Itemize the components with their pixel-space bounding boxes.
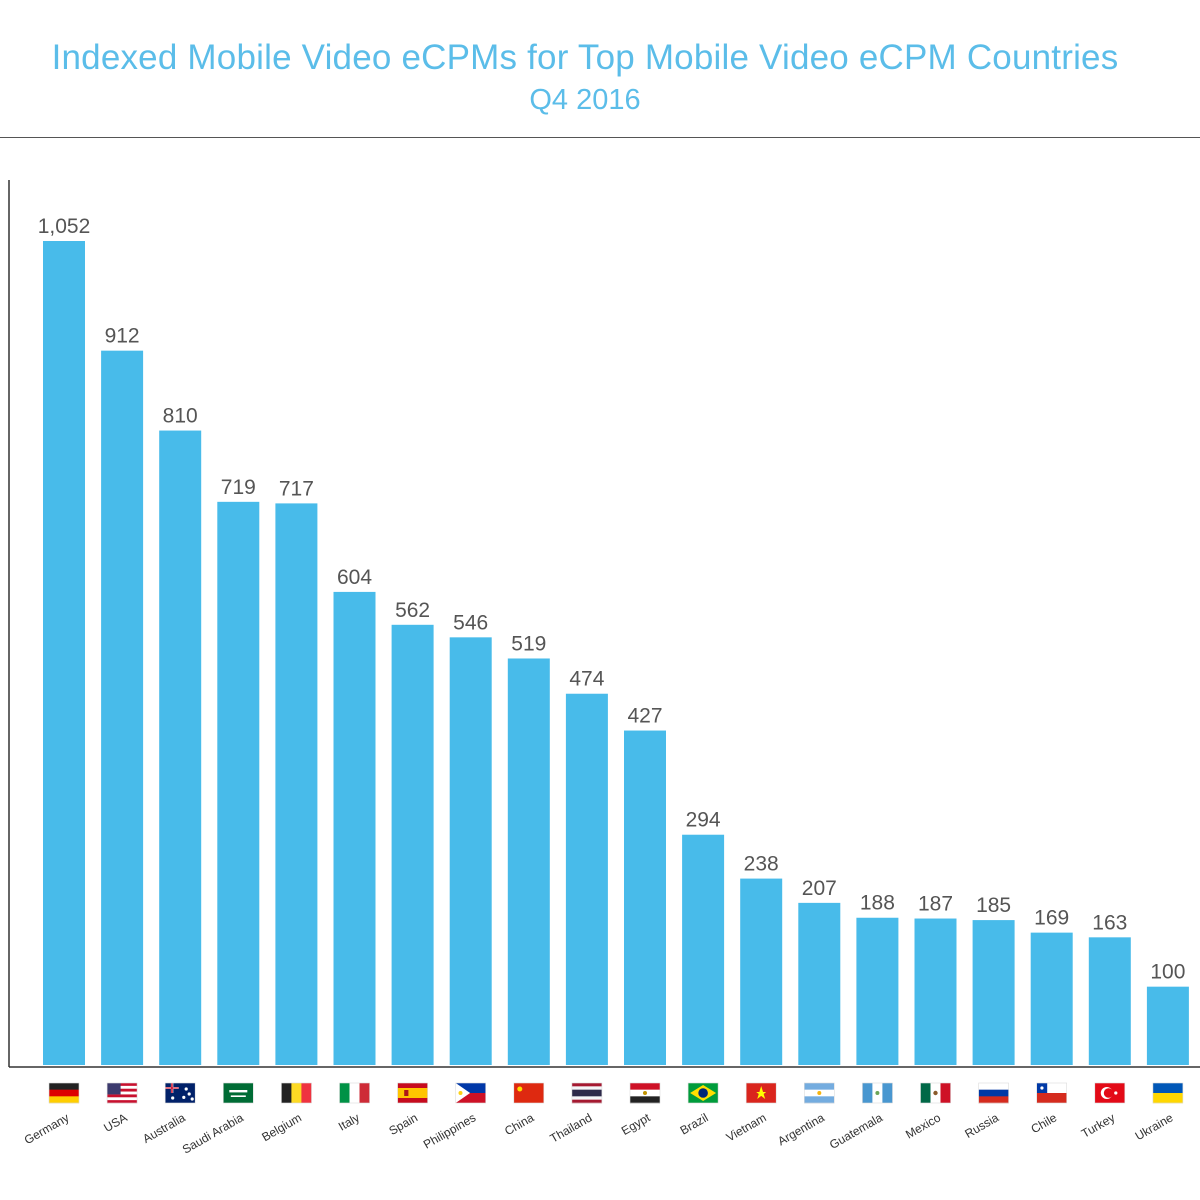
bar-italy — [333, 591, 376, 1065]
flags-group — [48, 1082, 1184, 1104]
brazil-flag-icon — [687, 1082, 719, 1104]
category-label: Chile — [1029, 1110, 1060, 1136]
value-label: 169 — [1034, 907, 1069, 930]
bar-turkey — [1088, 937, 1131, 1065]
value-label: 562 — [395, 599, 430, 622]
australia-flag-icon — [164, 1082, 196, 1104]
china-flag-icon — [513, 1082, 545, 1104]
mexico-flag-icon — [920, 1082, 951, 1104]
header-divider — [0, 137, 1200, 138]
value-label: 810 — [163, 405, 198, 428]
category-label: China — [502, 1110, 536, 1138]
category-label: Russia — [962, 1110, 1001, 1141]
bar-mexico — [914, 918, 957, 1065]
bar-china — [507, 658, 550, 1065]
bar-saudi-arabia — [217, 501, 260, 1066]
category-label: Ukraine — [1133, 1110, 1176, 1143]
bar-ukraine — [1146, 986, 1189, 1065]
bar-australia — [159, 430, 202, 1065]
saudi-arabia-flag-icon — [223, 1082, 254, 1104]
category-label: USA — [101, 1110, 129, 1134]
value-label: 719 — [221, 476, 256, 499]
value-label: 546 — [453, 611, 488, 634]
category-label: Philippines — [421, 1110, 478, 1151]
bar-brazil — [682, 834, 725, 1065]
category-label: Spain — [387, 1110, 421, 1137]
bar-belgium — [275, 503, 318, 1065]
bar-spain — [391, 624, 434, 1065]
value-label: 238 — [744, 853, 779, 876]
chile-flag-icon — [1036, 1082, 1067, 1104]
value-label: 427 — [627, 705, 662, 728]
category-label: Guatemala — [827, 1110, 885, 1152]
value-label: 187 — [918, 893, 953, 916]
italy-flag-icon — [339, 1082, 370, 1104]
egypt-flag-icon — [629, 1082, 661, 1104]
category-label: Vietnam — [724, 1110, 769, 1144]
thailand-flag-icon — [571, 1082, 603, 1104]
category-label: Mexico — [903, 1110, 943, 1141]
germany-flag-icon — [48, 1082, 80, 1104]
chart-title: Indexed Mobile Video eCPMs for Top Mobil… — [51, 38, 1119, 77]
category-label: Australia — [140, 1110, 188, 1146]
belgium-flag-icon — [281, 1082, 312, 1104]
category-label: Belgium — [259, 1110, 304, 1144]
value-label: 163 — [1092, 911, 1127, 934]
category-label: Argentina — [775, 1110, 827, 1148]
bars-group — [43, 241, 1189, 1066]
vietnam-flag-icon — [745, 1082, 777, 1104]
value-label: 294 — [686, 809, 721, 832]
value-label: 100 — [1150, 961, 1185, 984]
bar-argentina — [798, 902, 841, 1065]
bar-usa — [101, 350, 144, 1065]
category-label: Germany — [22, 1110, 72, 1147]
category-label: Italy — [336, 1110, 362, 1133]
guatemala-flag-icon — [862, 1082, 893, 1104]
philippines-flag-icon — [455, 1082, 487, 1104]
value-label: 474 — [569, 668, 604, 691]
turkey-flag-icon — [1094, 1082, 1126, 1104]
value-label: 188 — [860, 892, 895, 915]
category-label: Brazil — [678, 1110, 711, 1137]
value-label: 604 — [337, 566, 372, 589]
chart-subtitle: Q4 2016 — [529, 84, 641, 116]
category-label: Saudi Arabia — [180, 1110, 246, 1156]
russia-flag-icon — [978, 1082, 1009, 1104]
value-label: 912 — [105, 325, 140, 348]
value-label: 519 — [511, 632, 546, 655]
bar-germany — [43, 241, 85, 1065]
argentina-flag-icon — [803, 1082, 835, 1104]
value-label: 185 — [976, 894, 1011, 917]
category-label: Egypt — [619, 1110, 653, 1138]
value-label: 207 — [802, 877, 837, 900]
bar-chile — [1030, 932, 1073, 1065]
chart-header: Indexed Mobile Video eCPMs for Top Mobil… — [0, 0, 1200, 138]
category-label: Thailand — [548, 1110, 595, 1145]
bar-thailand — [565, 693, 608, 1065]
bar-egypt — [624, 730, 666, 1065]
category-label: Turkey — [1079, 1110, 1117, 1140]
usa-flag-icon — [106, 1082, 138, 1104]
bar-russia — [972, 920, 1015, 1065]
ukraine-flag-icon — [1152, 1082, 1184, 1104]
spain-flag-icon — [397, 1082, 428, 1104]
value-label: 717 — [279, 477, 314, 500]
bar-vietnam — [740, 878, 783, 1065]
bar-philippines — [449, 637, 492, 1065]
bar-guatemala — [856, 917, 899, 1065]
value-labels-group: 1,052 912 810 719 717 604 562 546 519 474 427 294 23… — [38, 215, 1186, 984]
value-label: 1,052 — [38, 215, 91, 238]
